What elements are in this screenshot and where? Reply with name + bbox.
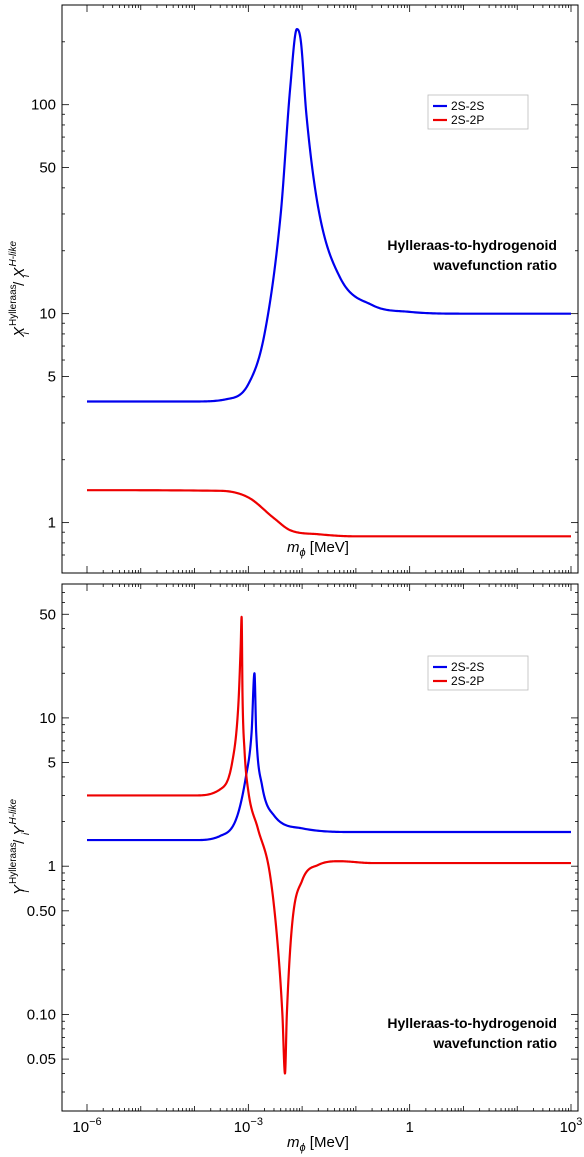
- y-tick-labels: 1 5 10 50 100: [31, 97, 56, 532]
- x-axis-label: mϕ [MeV]: [287, 1134, 349, 1154]
- x-axis-title: mϕ [MeV]: [287, 1134, 349, 1154]
- y-tick-marks: [62, 583, 578, 1093]
- y-axis-label: YHylleraasi / YH-likei: [8, 799, 32, 895]
- annotation: Hylleraas-to-hydrogenoid wavefunction rat…: [387, 237, 557, 273]
- y-tick-label: 50: [39, 160, 56, 177]
- series-line-2s-2s: [87, 672, 571, 842]
- y-tick-label: 50: [39, 606, 56, 623]
- plot-frame: [61, 4, 579, 574]
- series-lines: [87, 28, 571, 538]
- legend-box: [427, 94, 529, 130]
- y-axis-label: XHylleraasi / XH-likei: [8, 241, 32, 338]
- x-tick-label: 10−6: [72, 578, 101, 579]
- legend-label: 2S-2P: [451, 113, 484, 127]
- series-lines: [87, 615, 571, 1075]
- y-tick-label: 0.50: [27, 903, 56, 920]
- x-tick-label: 1: [405, 1119, 413, 1136]
- annotation-line: wavefunction ratio: [432, 257, 557, 273]
- annotation-line: Hylleraas-to-hydrogenoid: [387, 1015, 557, 1031]
- y-tick-label: 5: [48, 369, 56, 386]
- annotation-line: wavefunction ratio: [432, 1035, 557, 1051]
- y-tick-label: 1: [48, 858, 56, 875]
- y-tick-label: 5: [48, 755, 56, 772]
- legend-box: [427, 655, 529, 691]
- plot-frame: [61, 583, 579, 1112]
- y-tick-label: 10: [39, 710, 56, 727]
- x-tick-label: 103: [560, 1116, 583, 1136]
- annotation-line: Hylleraas-to-hydrogenoid: [387, 237, 557, 253]
- series-line-2s-2p: [87, 489, 571, 538]
- x-tick-marks: [86, 5, 572, 573]
- series-line-2s-2p: [87, 615, 571, 1075]
- y-tick-label: 0.05: [27, 1051, 56, 1068]
- chart-bottom: 10−6 10−3 1 103 0.05 0.10 0.50 1 5 10 50 2S-2S2S-…: [8, 583, 582, 1154]
- y-tick-labels: 0.05 0.10 0.50 1 5 10 50: [27, 606, 56, 1068]
- legend-label: 2S-2S: [451, 99, 484, 113]
- y-tick-label: 10: [39, 306, 56, 323]
- x-tick-marks: [86, 584, 572, 1111]
- y-tick-label: 100: [31, 97, 56, 114]
- y-tick-marks: [62, 4, 578, 556]
- y-axis-title: XHylleraasi / XH-likei: [8, 241, 32, 338]
- x-axis-label: mϕ [MeV]: [287, 539, 349, 559]
- x-tick-label: 10−6: [72, 1116, 101, 1136]
- x-axis-title: mϕ [MeV]: [287, 539, 349, 559]
- series-line-2s-2s: [87, 28, 571, 403]
- x-tick-label: 10−3: [234, 1116, 263, 1136]
- legend-label: 2S-2P: [451, 674, 484, 688]
- x-tick-label: 10−3: [234, 578, 263, 579]
- y-tick-label: 0.10: [27, 1006, 56, 1023]
- x-tick-labels: 10−6 10−3 1 103: [72, 1116, 582, 1136]
- legend-label: 2S-2S: [451, 660, 484, 674]
- y-axis-title: YHylleraasi / YH-likei: [8, 799, 32, 895]
- y-tick-label: 1: [48, 515, 56, 532]
- annotation: Hylleraas-to-hydrogenoid wavefunction rat…: [387, 1015, 557, 1051]
- x-tick-label: 103: [560, 578, 583, 579]
